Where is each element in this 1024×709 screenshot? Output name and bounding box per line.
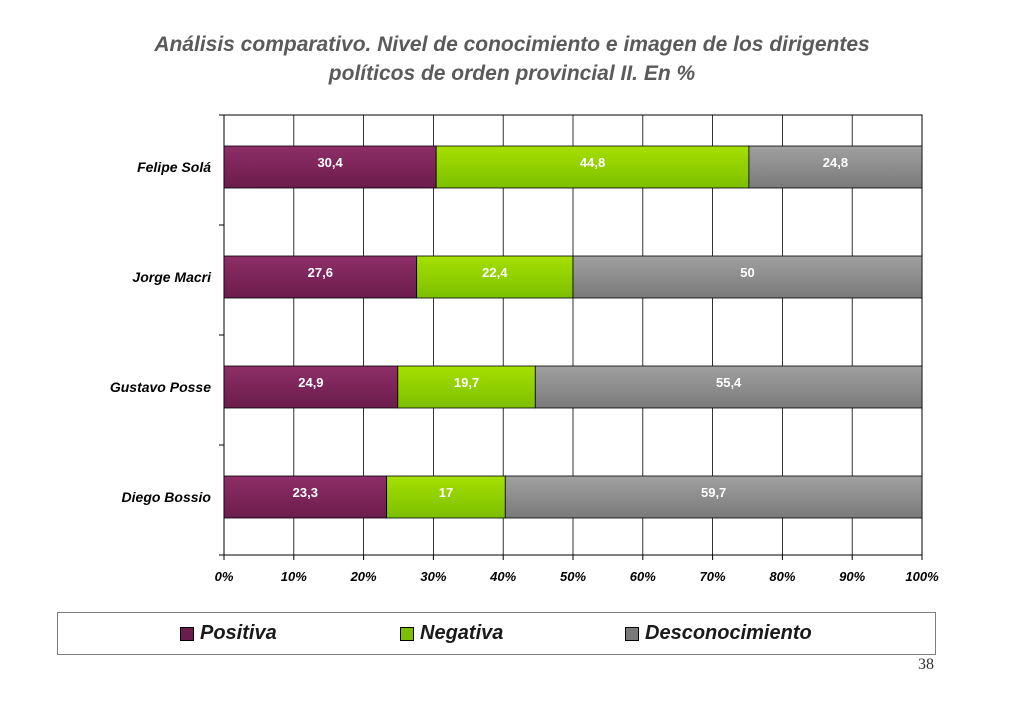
bar-positiva — [223, 475, 388, 519]
legend-swatch-negativa — [400, 626, 414, 641]
x-tick-label: 10% — [281, 569, 307, 584]
bar-negativa — [416, 255, 574, 299]
legend-item-negativa: Negativa — [400, 622, 503, 645]
data-label: 30,4 — [317, 155, 343, 170]
x-tick-label: 0% — [215, 569, 234, 584]
chart-title-line-2: políticos de orden provincial II. En % — [328, 62, 696, 85]
legend-swatch-desconocimiento — [625, 626, 639, 641]
x-tick-label: 60% — [630, 569, 656, 584]
data-label: 19,7 — [454, 375, 479, 390]
category-label: Diego Bossio — [122, 489, 212, 505]
category-label: Gustavo Posse — [110, 379, 211, 395]
x-tick-label: 90% — [839, 569, 865, 584]
bar-negativa — [435, 145, 750, 189]
data-label: 17 — [439, 485, 453, 500]
page-number: 38 — [918, 656, 934, 673]
data-label: 44,8 — [580, 155, 605, 170]
bar-positiva — [223, 255, 418, 299]
category-label: Jorge Macri — [132, 269, 212, 285]
legend-item-positiva: Positiva — [180, 622, 277, 645]
x-tick-label: 50% — [560, 569, 586, 584]
bar-negativa — [386, 475, 506, 519]
bar-desconocimiento — [504, 475, 923, 519]
legend-item-desconocimiento: Desconocimiento — [625, 622, 812, 645]
data-label: 22,4 — [482, 265, 508, 280]
data-label: 24,8 — [823, 155, 848, 170]
data-label: 24,9 — [298, 375, 323, 390]
chart-title-line-1: Análisis comparativo. Nivel de conocimie… — [154, 33, 870, 56]
legend-label-negativa: Negativa — [420, 622, 504, 644]
legend: Positiva Negativa Desconocimiento — [57, 612, 936, 655]
category-label: Felipe Solá — [137, 159, 211, 175]
legend-swatch-positiva — [180, 626, 194, 641]
data-label: 55,4 — [716, 375, 742, 390]
bar-desconocimiento — [534, 365, 923, 409]
data-label: 23,3 — [293, 485, 318, 500]
x-tick-label: 80% — [769, 569, 795, 584]
legend-label-positiva: Positiva — [200, 622, 277, 644]
data-label: 27,6 — [308, 265, 333, 280]
x-tick-label: 20% — [350, 569, 377, 584]
legend-label-desconocimiento: Desconocimiento — [645, 622, 812, 644]
x-tick-label: 70% — [700, 569, 726, 584]
x-tick-label: 40% — [489, 569, 516, 584]
chart-title: Análisis comparativo. Nivel de conocimie… — [60, 30, 964, 88]
x-tick-label: 30% — [420, 569, 446, 584]
x-tick-label: 100% — [905, 569, 939, 584]
bar-negativa — [397, 365, 536, 409]
bar-desconocimiento — [572, 255, 923, 299]
plot-area: 0% 10% 20% 30% 40% 50% 60% 70% 80% 90% 100% Felipe … — [110, 114, 939, 584]
bar-desconocimiento — [748, 145, 923, 189]
bar-positiva — [223, 145, 437, 189]
data-label: 50 — [740, 265, 754, 280]
data-label: 59,7 — [701, 485, 726, 500]
